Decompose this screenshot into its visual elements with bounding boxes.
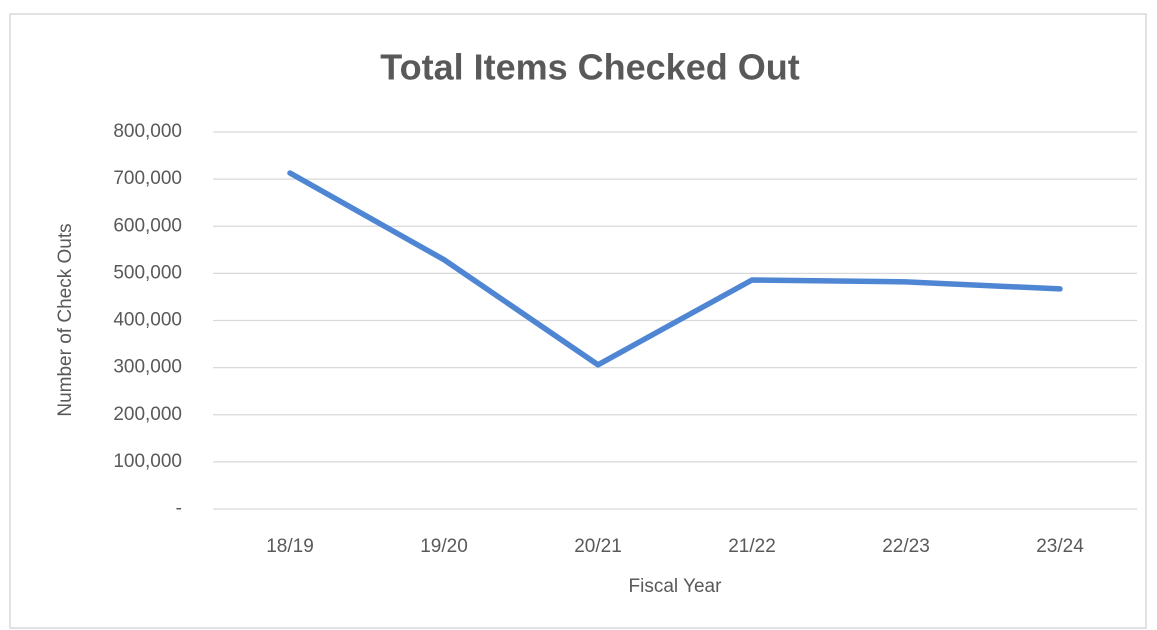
y-tick-label: 700,000 xyxy=(113,168,182,189)
y-tick-label: 600,000 xyxy=(113,215,182,236)
y-tick-label: - xyxy=(176,498,182,519)
data-line xyxy=(287,170,1063,368)
y-tick-label: 400,000 xyxy=(113,310,182,331)
x-tick-label: 22/23 xyxy=(882,536,930,557)
x-tick-label: 23/24 xyxy=(1036,536,1084,557)
y-axis-label: Number of Check Outs xyxy=(55,223,76,416)
y-tick-label: 200,000 xyxy=(113,404,182,425)
y-tick-label: 100,000 xyxy=(113,451,182,472)
x-tick-label: 19/20 xyxy=(420,536,468,557)
x-axis-label: Fiscal Year xyxy=(629,576,723,597)
x-tick-label: 20/21 xyxy=(574,536,622,557)
y-tick-label: 300,000 xyxy=(113,357,182,378)
chart-title: Total Items Checked Out xyxy=(380,47,799,88)
y-tick-label: 800,000 xyxy=(113,121,182,142)
x-tick-label: 18/19 xyxy=(266,536,314,557)
y-tick-label: 500,000 xyxy=(113,262,182,283)
x-tick-label: 21/22 xyxy=(728,536,776,557)
